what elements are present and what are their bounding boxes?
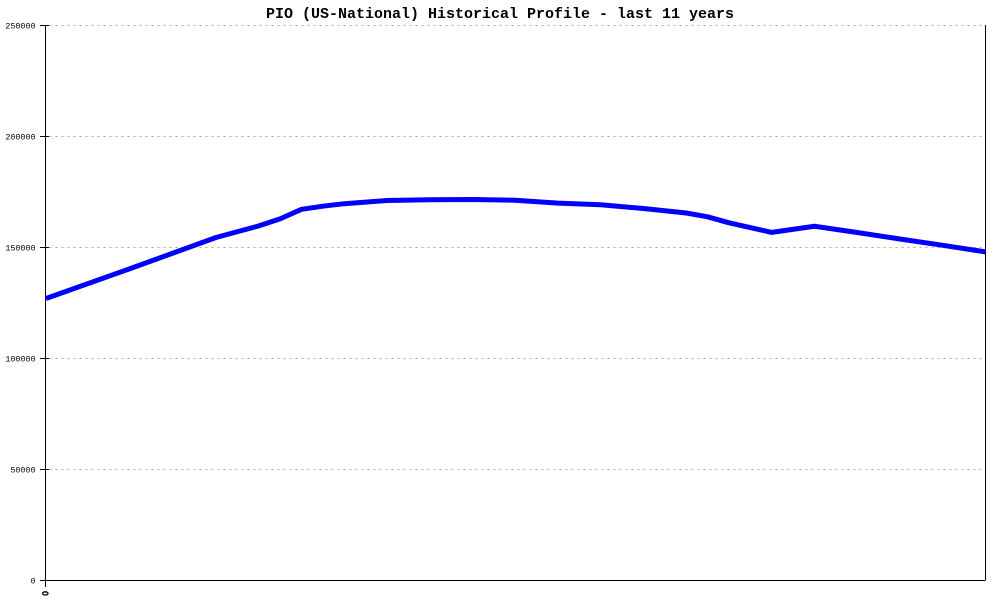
svg-text:250000: 250000 xyxy=(5,22,35,32)
svg-text:100000: 100000 xyxy=(5,355,35,365)
svg-text:0: 0 xyxy=(30,577,35,587)
svg-text:PIO (US-National) Historical P: PIO (US-National) Historical Profile - l… xyxy=(266,6,734,23)
svg-text:150000: 150000 xyxy=(5,244,35,254)
svg-text:50000: 50000 xyxy=(10,466,35,476)
svg-text:200000: 200000 xyxy=(5,133,35,143)
